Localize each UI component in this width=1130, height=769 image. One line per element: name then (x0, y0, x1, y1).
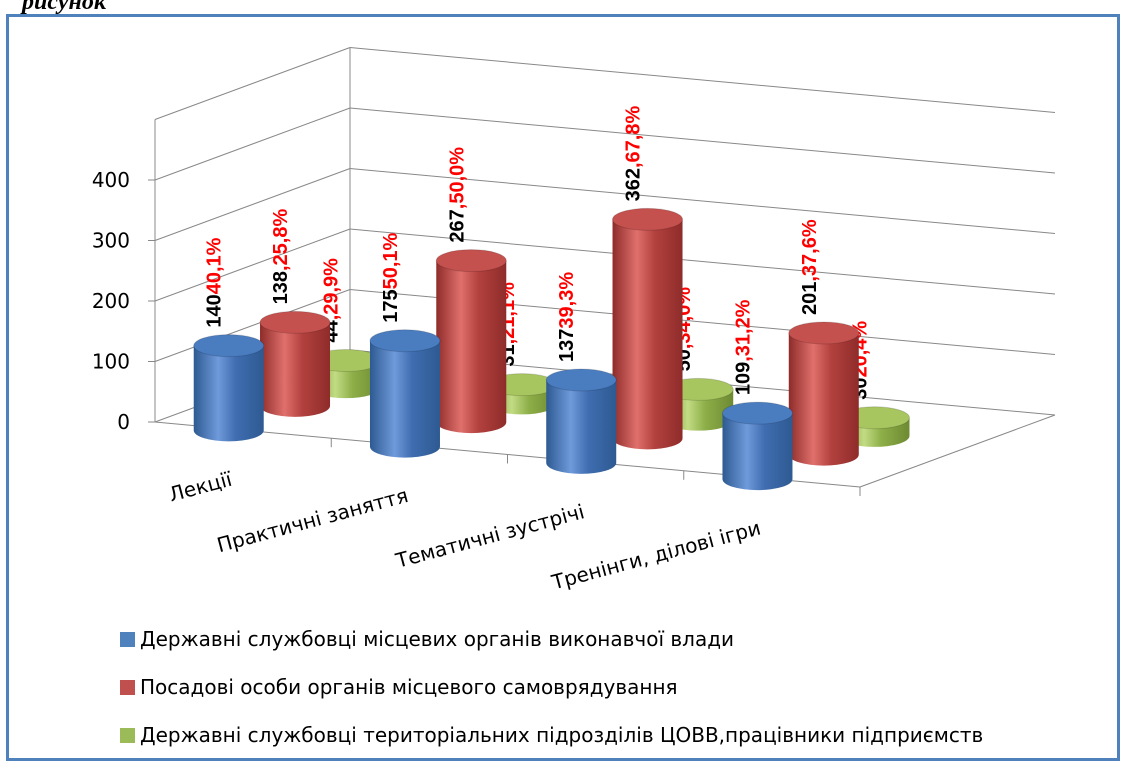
data-label: 362,67,8% (623, 106, 645, 202)
bar-top (789, 322, 859, 344)
y-tick-label: 0 (117, 410, 130, 434)
data-label-number: 140 (204, 294, 226, 327)
bar-body (546, 380, 616, 474)
data-label-number: 362 (623, 168, 645, 201)
data-label-percent: ,31,2% (732, 299, 754, 361)
data-label-percent: 39,3% (556, 272, 578, 329)
x-category-label: Тренінги, ділові ігри (548, 516, 763, 595)
bar-top (613, 208, 683, 230)
x-category-label: Тематичні зустрічі (392, 499, 587, 573)
legend-label: Державні службовці місцевих органів вико… (140, 627, 734, 651)
data-label-number: 175 (380, 289, 402, 322)
gridline-side (155, 108, 350, 180)
bar-top (436, 250, 506, 272)
bar-0-0 (194, 335, 264, 442)
bar-top (722, 402, 792, 424)
bar-1-2 (613, 208, 683, 449)
gridline-side (155, 48, 350, 120)
x-category-label: Лекції (166, 467, 235, 507)
legend-item: Державні службовці місцевих органів вико… (120, 625, 983, 653)
bar-0-1 (370, 330, 440, 458)
bar-body (613, 219, 683, 449)
legend-swatch-green (120, 728, 135, 743)
data-label-percent: ,67,8% (623, 106, 645, 168)
bar-body (260, 322, 330, 416)
gridline-side (155, 169, 350, 241)
data-label-percent: ,50,0% (446, 147, 468, 209)
data-label-number: 267 (446, 209, 468, 242)
data-label: 201,37,6% (799, 219, 821, 315)
bar-1-3 (789, 322, 859, 466)
data-label: 138,25,8% (270, 209, 292, 305)
data-label-percent: ,29,9% (321, 258, 343, 320)
data-label: 109,31,2% (732, 299, 754, 395)
data-label: 14040,1% (204, 237, 226, 327)
legend-label: Посадові особи органів місцевого самовря… (140, 675, 678, 699)
data-label-number: 109 (732, 362, 754, 395)
bar-body (436, 261, 506, 434)
bar-body (789, 333, 859, 466)
y-tick-label: 400 (92, 168, 130, 192)
data-label-number: 138 (270, 271, 292, 304)
legend-swatch-blue (120, 632, 135, 647)
data-label-percent: ,37,6% (799, 219, 821, 281)
bar-1-0 (260, 311, 330, 416)
bar-0-2 (546, 369, 616, 474)
data-label-percent: 50,1% (380, 232, 402, 289)
x-category-label: Практичні заняття (214, 483, 410, 557)
bar-0-3 (722, 402, 792, 490)
data-label-number: 137 (556, 329, 578, 362)
data-label-percent: ,25,8% (270, 209, 292, 271)
bar-body (722, 413, 792, 490)
legend-label: Державні службовці територіальних підроз… (140, 723, 983, 747)
legend-item: Державні службовці територіальних підроз… (120, 721, 983, 749)
bar-1-1 (436, 250, 506, 434)
data-label: 13739,3% (556, 272, 578, 362)
chart-legend: Державні службовці місцевих органів вико… (120, 625, 983, 769)
bar-top (370, 330, 440, 352)
bar-body (370, 341, 440, 458)
data-label: 17550,1% (380, 232, 402, 322)
bar-body (194, 346, 264, 442)
y-tick-label: 100 (92, 350, 130, 374)
y-tick-label: 300 (92, 229, 130, 253)
data-label-number: 201 (799, 282, 821, 315)
bar-top (260, 311, 330, 333)
data-label-percent: 40,1% (204, 237, 226, 294)
gridline-back (350, 48, 1055, 113)
legend-item: Посадові особи органів місцевого самовря… (120, 673, 983, 701)
data-label: 267,50,0% (446, 147, 468, 243)
y-tick-label: 200 (92, 289, 130, 313)
legend-swatch-red (120, 680, 135, 695)
bar-top (546, 369, 616, 391)
bar-top (194, 335, 264, 357)
